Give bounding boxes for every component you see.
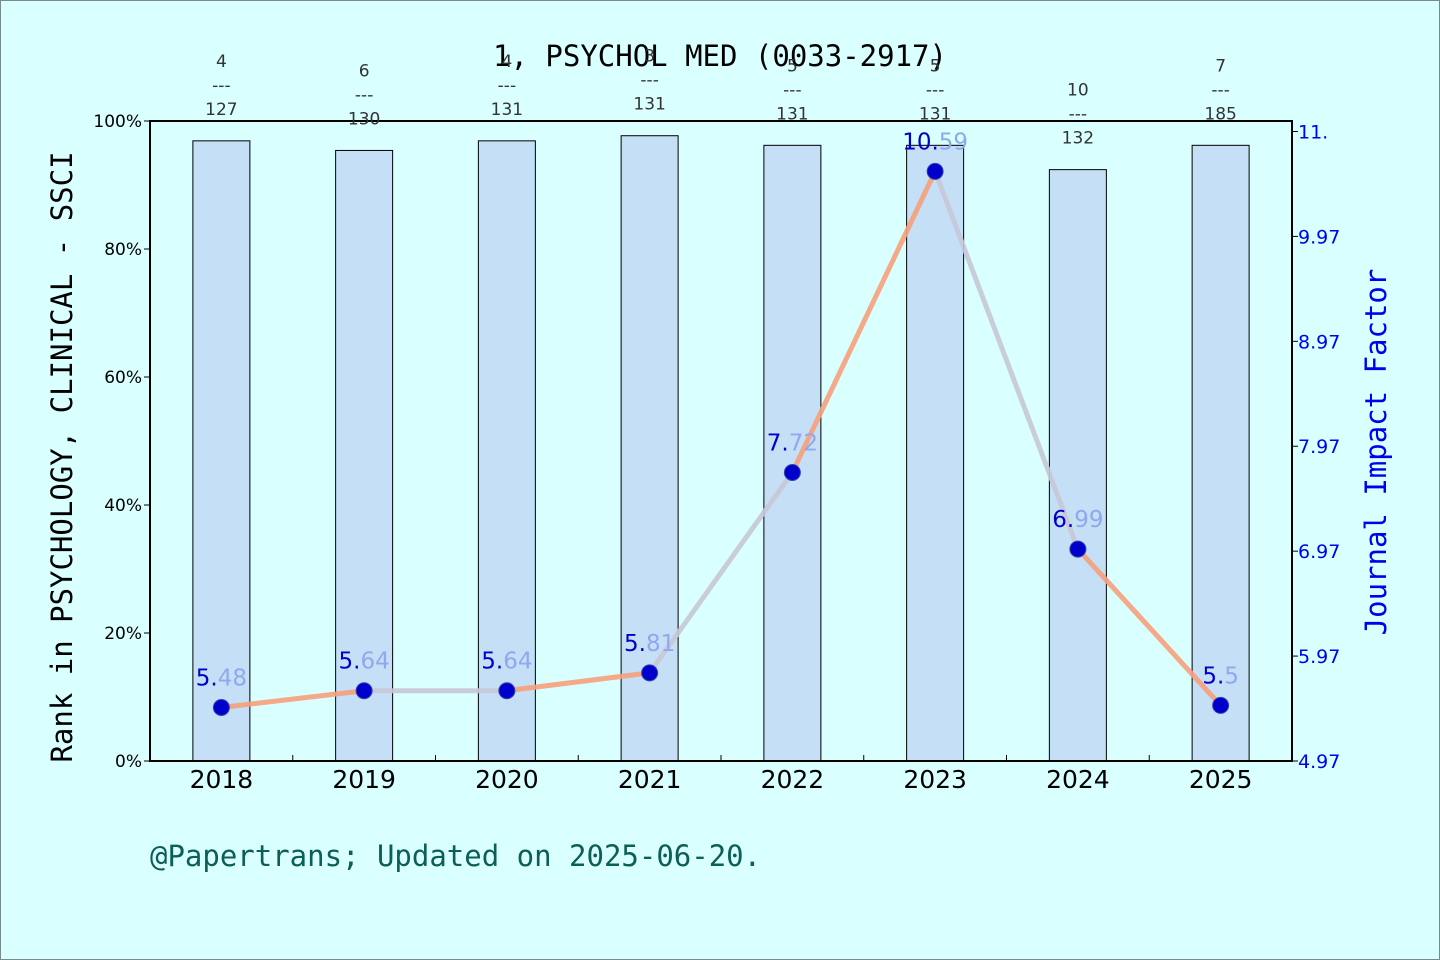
footer-credit: @Papertrans; Updated on 2025-06-20. (150, 839, 761, 873)
rank-denominator: 131 (633, 95, 665, 115)
rank-divider: --- (926, 80, 944, 100)
x-tick-label: 2019 (332, 765, 396, 794)
impact-factor-label: 7.72 (767, 430, 818, 456)
rank-denominator: 131 (776, 104, 808, 124)
x-tick-label: 2020 (475, 765, 539, 794)
impact-factor-label: 10.59 (902, 129, 968, 155)
impact-factor-line-segment (504, 670, 653, 694)
impact-factor-point (1069, 540, 1087, 558)
impact-factor-line-segment (1075, 546, 1224, 708)
impact-factor-line-segment (789, 168, 938, 475)
impact-factor-label: 5.64 (339, 649, 390, 675)
right-tick-label: 5.97 (1298, 646, 1340, 668)
right-tick-label: 9.97 (1298, 226, 1340, 248)
impact-factor-point (1212, 696, 1230, 714)
impact-factor-line-segment (647, 469, 795, 676)
rank-divider: --- (1211, 80, 1229, 100)
impact-factor-label: 5.48 (196, 665, 247, 691)
x-tick-label: 2021 (618, 765, 682, 794)
impact-factor-point (926, 162, 944, 180)
x-tick-label: 2022 (761, 765, 825, 794)
right-tick-label: 8.97 (1298, 331, 1340, 353)
left-tick-label: 0% (115, 752, 142, 772)
impact-factor-label: 5.81 (624, 631, 675, 657)
rank-denominator: 130 (348, 109, 380, 129)
rank-numerator: 5 (930, 56, 941, 76)
rank-denominator: 185 (1204, 104, 1236, 124)
rank-numerator: 4 (501, 52, 512, 72)
left-tick-label: 100% (93, 112, 142, 132)
impact-factor-label: 5.5 (1202, 663, 1239, 689)
plot-frame (149, 120, 1293, 762)
x-tick-label: 2023 (903, 765, 967, 794)
impact-factor-label: 5.64 (481, 649, 532, 675)
impact-factor-point (355, 682, 373, 700)
rank-denominator: 127 (205, 100, 237, 120)
left-tick-label: 80% (104, 240, 142, 260)
impact-factor-point (212, 698, 230, 716)
x-tick-label: 2018 (190, 765, 254, 794)
rank-numerator: 7 (1215, 56, 1226, 76)
x-tick-label: 2024 (1046, 765, 1110, 794)
rank-numerator: 3 (644, 47, 655, 67)
rank-bar (335, 149, 394, 762)
right-tick-label: 6.97 (1298, 541, 1340, 563)
rank-bar (620, 135, 679, 762)
rank-bar (763, 144, 822, 762)
left-tick-label: 40% (104, 496, 142, 516)
left-axis-label: Rank in PSYCHOLOGY, CLINICAL - SSCI (45, 151, 79, 762)
labels-layer: 4 --- 127 6 --- 130 4 --- 131 3 --- 131 5 --- 131 5 --- 1… (196, 47, 1239, 692)
impact-factor-label: 6.99 (1052, 507, 1103, 533)
line-layer (218, 168, 1224, 710)
impact-factor-point (783, 463, 801, 481)
axes-layer: 0% 20% 40% 60% 80% 100% 4.97 5.97 6.97 7.97 8.97 9.… (93, 112, 1340, 794)
rank-numerator: 5 (787, 56, 798, 76)
impact-factor-point (498, 682, 516, 700)
right-axis-label: Journal Impact Factor (1359, 269, 1393, 636)
rank-denominator: 131 (919, 104, 951, 124)
rank-bar (477, 140, 536, 762)
rank-numerator: 6 (359, 61, 370, 81)
impact-factor-line-segment (932, 168, 1081, 552)
rank-numerator: 10 (1067, 81, 1089, 101)
left-tick-label: 20% (104, 624, 142, 644)
rank-divider: --- (640, 71, 658, 91)
rank-divider: --- (498, 76, 516, 96)
bars-layer (192, 135, 1250, 762)
right-tick-label: 7.97 (1298, 436, 1340, 458)
rank-denominator: 131 (491, 100, 523, 120)
right-tick-label: 11. (1298, 121, 1328, 143)
rank-divider: --- (212, 76, 230, 96)
rank-bar (906, 144, 965, 762)
rank-divider: --- (1069, 105, 1087, 125)
rank-divider: --- (783, 80, 801, 100)
impact-factor-point (641, 664, 659, 682)
left-tick-label: 60% (104, 368, 142, 388)
chart-title: 1, PSYCHOL MED (0033-2917) (493, 39, 947, 73)
x-tick-label: 2025 (1189, 765, 1253, 794)
rank-divider: --- (355, 85, 373, 105)
rank-bar (1048, 169, 1107, 762)
rank-numerator: 4 (216, 52, 227, 72)
rank-bar (192, 140, 251, 762)
points-layer (212, 162, 1230, 716)
plot-area-border (149, 120, 1293, 762)
impact-factor-line-segment (218, 688, 367, 710)
rank-denominator: 132 (1062, 129, 1094, 149)
right-tick-label: 4.97 (1298, 751, 1340, 773)
